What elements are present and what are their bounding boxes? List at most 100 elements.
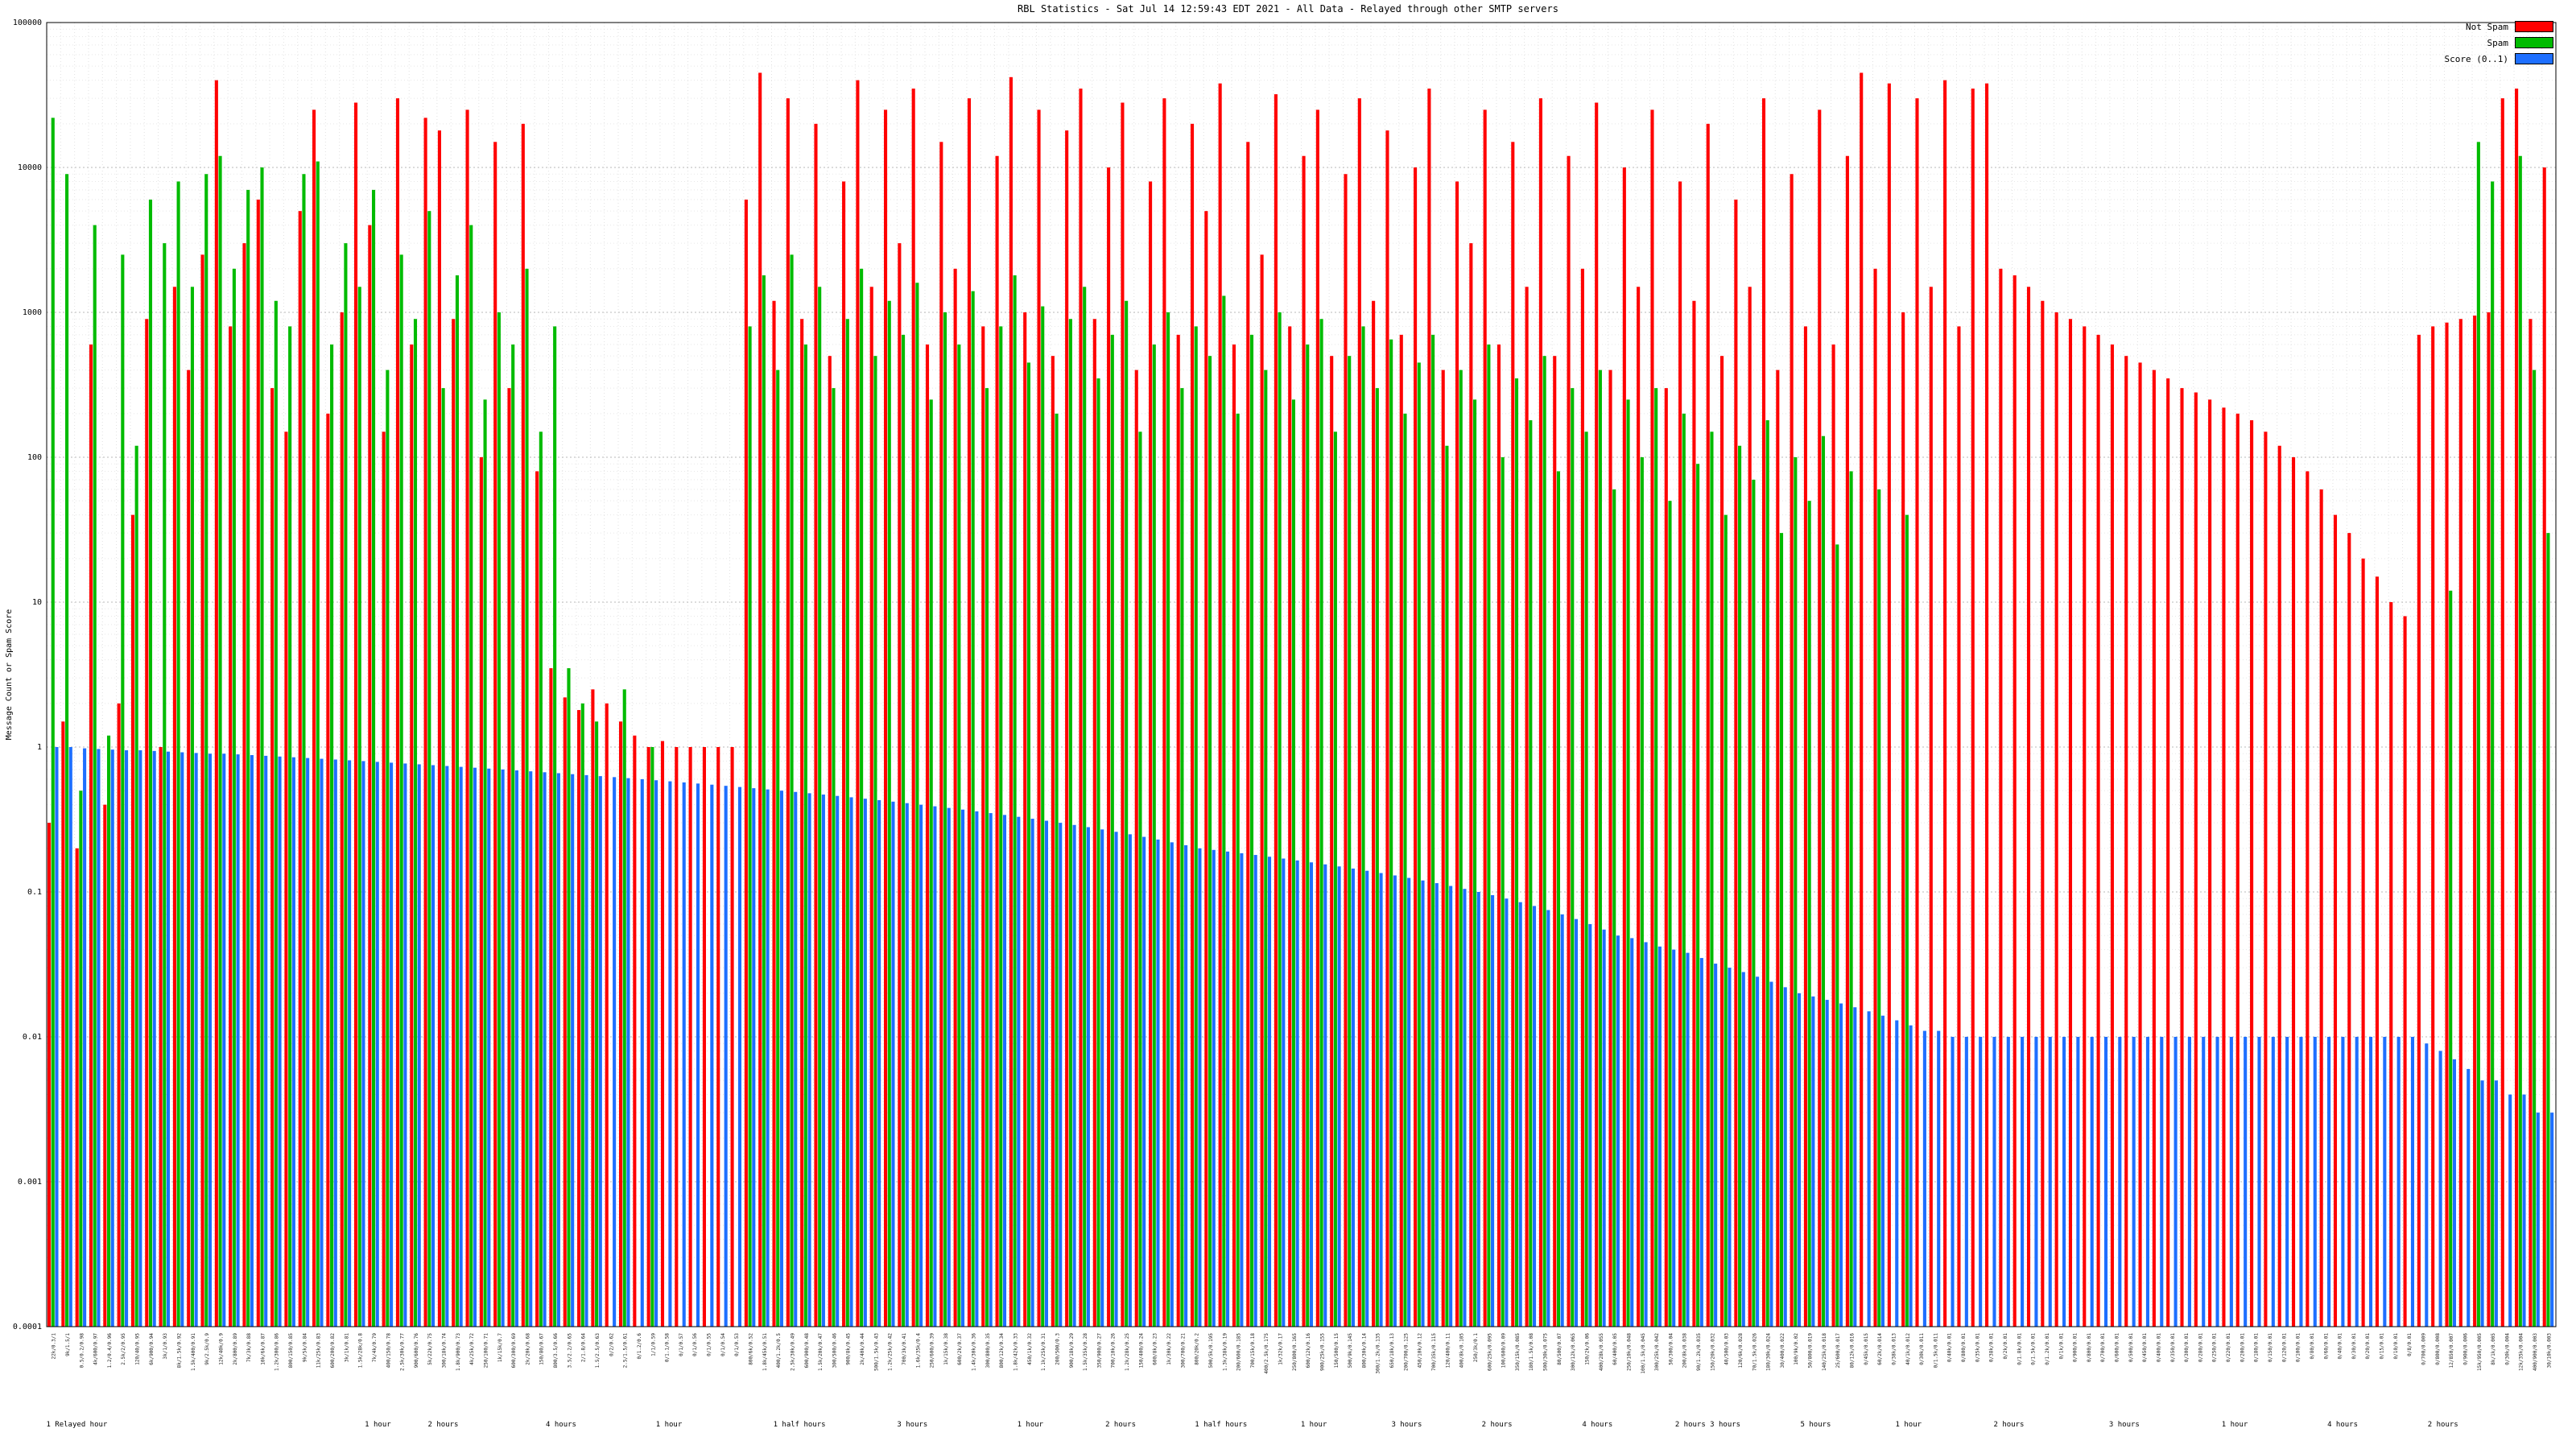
svg-text:900/18k/0.29: 900/18k/0.29 [1069,1333,1075,1368]
svg-text:0/250/0.01: 0/250/0.01 [2212,1333,2218,1363]
svg-text:450/1k/0.32: 450/1k/0.32 [1027,1333,1033,1365]
svg-text:400/8k/0.105: 400/8k/0.105 [1459,1333,1465,1368]
svg-text:0/1.2k/0.01: 0/1.2k/0.01 [2045,1333,2050,1365]
svg-text:0/80/0.01: 0/80/0.01 [2310,1333,2315,1360]
svg-text:1.5/2.5/0.63: 1.5/2.5/0.63 [595,1333,601,1368]
svg-text:0/1.5k/0.011: 0/1.5k/0.011 [1933,1333,1938,1368]
svg-text:800/3.5/0.66: 800/3.5/0.66 [553,1333,559,1368]
score-color-swatch [2515,53,2553,64]
svg-text:0/30k/0.004: 0/30k/0.004 [2504,1333,2510,1365]
svg-text:4k/600/0.97: 4k/600/0.97 [93,1333,99,1365]
svg-text:0/1.5k/0.01: 0/1.5k/0.01 [2031,1333,2037,1365]
svg-text:300/1.2k/0.135: 300/1.2k/0.135 [1376,1333,1381,1374]
svg-text:140/25k/0.018: 140/25k/0.018 [1822,1333,1827,1371]
svg-text:0/38k/0.013: 0/38k/0.013 [1891,1333,1897,1365]
svg-text:900/8k/0.45: 900/8k/0.45 [846,1333,852,1365]
svg-text:3 hours: 3 hours [1391,1421,1422,1429]
svg-text:30/400/0.022: 30/400/0.022 [1780,1333,1785,1368]
svg-text:1 hour: 1 hour [1301,1421,1327,1429]
svg-text:1k/15k/0.38: 1k/15k/0.38 [943,1333,949,1365]
svg-text:0/180/0.01: 0/180/0.01 [2254,1333,2260,1363]
svg-text:2k/40k/0.44: 2k/40k/0.44 [860,1333,865,1365]
svg-text:1k/32k/0.17: 1k/32k/0.17 [1278,1333,1284,1365]
x-axis-bar-labels: 22k/0.3/1 9k/1.5/1 0.5/0.2/0.98 4k/600/0.97… [52,1333,2553,1374]
svg-text:3k/1/0.93: 3k/1/0.93 [163,1333,168,1360]
svg-text:1.8k/42k/0.33: 1.8k/42k/0.33 [1013,1333,1019,1371]
svg-text:0/1k/0.01: 0/1k/0.01 [2058,1333,2064,1360]
legend-item-score: Score (0..1) [2445,53,2553,64]
svg-text:600/300/0.69: 600/300/0.69 [511,1333,517,1368]
svg-text:9k/1.5/1: 9k/1.5/1 [65,1333,71,1356]
svg-text:0/2/0.62: 0/2/0.62 [609,1333,614,1356]
svg-text:0/120/0.01: 0/120/0.01 [2281,1333,2287,1363]
svg-text:1.1k/25k/0.31: 1.1k/25k/0.31 [1041,1333,1046,1371]
svg-text:150/500/0.15: 150/500/0.15 [1334,1333,1340,1368]
svg-text:60/2k/0.014: 60/2k/0.014 [1877,1333,1883,1365]
svg-text:0/1/0.53: 0/1/0.53 [734,1333,740,1356]
svg-text:0/280/0.01: 0/280/0.01 [2198,1333,2203,1363]
svg-text:0.01: 0.01 [23,1033,42,1042]
svg-text:5k/22k/0.75: 5k/22k/0.75 [427,1333,433,1365]
svg-text:4 hours: 4 hours [546,1421,576,1429]
svg-text:12k/35k/0.004: 12k/35k/0.004 [2519,1333,2524,1371]
svg-text:600/200/0.82: 600/200/0.82 [330,1333,336,1368]
svg-text:1 hour: 1 hour [1896,1421,1922,1429]
svg-text:0/700/0.009: 0/700/0.009 [2421,1333,2426,1365]
svg-text:350/900/0.27: 350/900/0.27 [1096,1333,1102,1368]
svg-text:1: 1 [37,743,42,752]
svg-text:3 hours: 3 hours [897,1421,927,1429]
svg-text:0/500/0.01: 0/500/0.01 [2128,1333,2134,1363]
svg-text:2.5k/30k/0.49: 2.5k/30k/0.49 [790,1333,795,1371]
svg-text:500/1.5k/0.43: 500/1.5k/0.43 [873,1333,879,1371]
svg-text:300/18k/0.74: 300/18k/0.74 [442,1333,448,1368]
svg-text:1 hour: 1 hour [656,1421,683,1429]
svg-text:25/600/0.017: 25/600/0.017 [1835,1333,1841,1368]
svg-text:120/6k/0.028: 120/6k/0.028 [1738,1333,1744,1368]
legend-label: Spam [2487,37,2509,48]
svg-text:250/800/0.165: 250/800/0.165 [1292,1333,1298,1371]
svg-text:700/3k/0.41: 700/3k/0.41 [902,1333,907,1365]
svg-text:0/45k/0.015: 0/45k/0.015 [1864,1333,1869,1365]
svg-text:70/1.5k/0.026: 70/1.5k/0.026 [1752,1333,1757,1371]
svg-text:0.0001: 0.0001 [13,1323,42,1331]
svg-text:400/1.2k/0.5: 400/1.2k/0.5 [776,1333,782,1368]
svg-text:2 hours: 2 hours [428,1421,459,1429]
svg-text:30/10k/0.003: 30/10k/0.003 [2546,1333,2552,1368]
svg-text:2.5/1.5/0.61: 2.5/1.5/0.61 [623,1333,629,1368]
svg-text:600/900/0.48: 600/900/0.48 [804,1333,810,1368]
svg-text:700/10k/0.26: 700/10k/0.26 [1111,1333,1117,1368]
svg-text:10000: 10000 [18,163,42,172]
svg-text:800/30k/0.14: 800/30k/0.14 [1361,1333,1367,1368]
svg-text:3 hours: 3 hours [2109,1421,2140,1429]
svg-text:180/1.5k/0.08: 180/1.5k/0.08 [1529,1333,1534,1371]
y-axis-tick-labels: 100000 10000 1000 100 10 1 0.1 0.01 0.001 0.0001 [13,19,42,1331]
svg-text:11k/25k/0.83: 11k/25k/0.83 [316,1333,322,1368]
svg-text:0.1: 0.1 [27,888,42,897]
svg-text:600/8k/0.23: 600/8k/0.23 [1153,1333,1158,1365]
svg-text:500/9k/0.145: 500/9k/0.145 [1348,1333,1353,1368]
svg-text:200/700/0.125: 200/700/0.125 [1403,1333,1409,1371]
svg-text:150/20k/0.032: 150/20k/0.032 [1710,1333,1715,1371]
svg-text:600/25k/0.095: 600/25k/0.095 [1487,1333,1492,1371]
svg-text:1k/15k/0.7: 1k/15k/0.7 [497,1333,503,1363]
svg-text:12k/40k/0.9: 12k/40k/0.9 [218,1333,224,1365]
svg-text:2 hours: 2 hours [1105,1421,1136,1429]
svg-text:300/700/0.21: 300/700/0.21 [1180,1333,1186,1368]
svg-text:10k/6k/0.87: 10k/6k/0.87 [260,1333,266,1365]
svg-text:50/800/0.019: 50/800/0.019 [1808,1333,1814,1368]
svg-text:40/1k/0.012: 40/1k/0.012 [1905,1333,1911,1365]
svg-text:0/40k/0.01: 0/40k/0.01 [1947,1333,1953,1363]
svg-text:1.2k/25k/0.42: 1.2k/25k/0.42 [888,1333,894,1371]
svg-text:450/10k/0.12: 450/10k/0.12 [1418,1333,1423,1368]
svg-text:80/500/0.07: 80/500/0.07 [1557,1333,1563,1365]
svg-text:0/1/0.55: 0/1/0.55 [707,1333,712,1356]
svg-text:60/400/0.05: 60/400/0.05 [1612,1333,1618,1365]
svg-text:400/150/0.78: 400/150/0.78 [386,1333,391,1368]
svg-text:0/700/0.01: 0/700/0.01 [2100,1333,2106,1363]
svg-text:2 hours: 2 hours [1482,1421,1513,1429]
svg-text:0/30k/0.011: 0/30k/0.011 [1919,1333,1925,1365]
svg-text:400/2.5k/0.175: 400/2.5k/0.175 [1264,1333,1269,1374]
svg-text:2k/800/0.89: 2k/800/0.89 [233,1333,238,1365]
svg-text:1 hour: 1 hour [2222,1421,2248,1429]
